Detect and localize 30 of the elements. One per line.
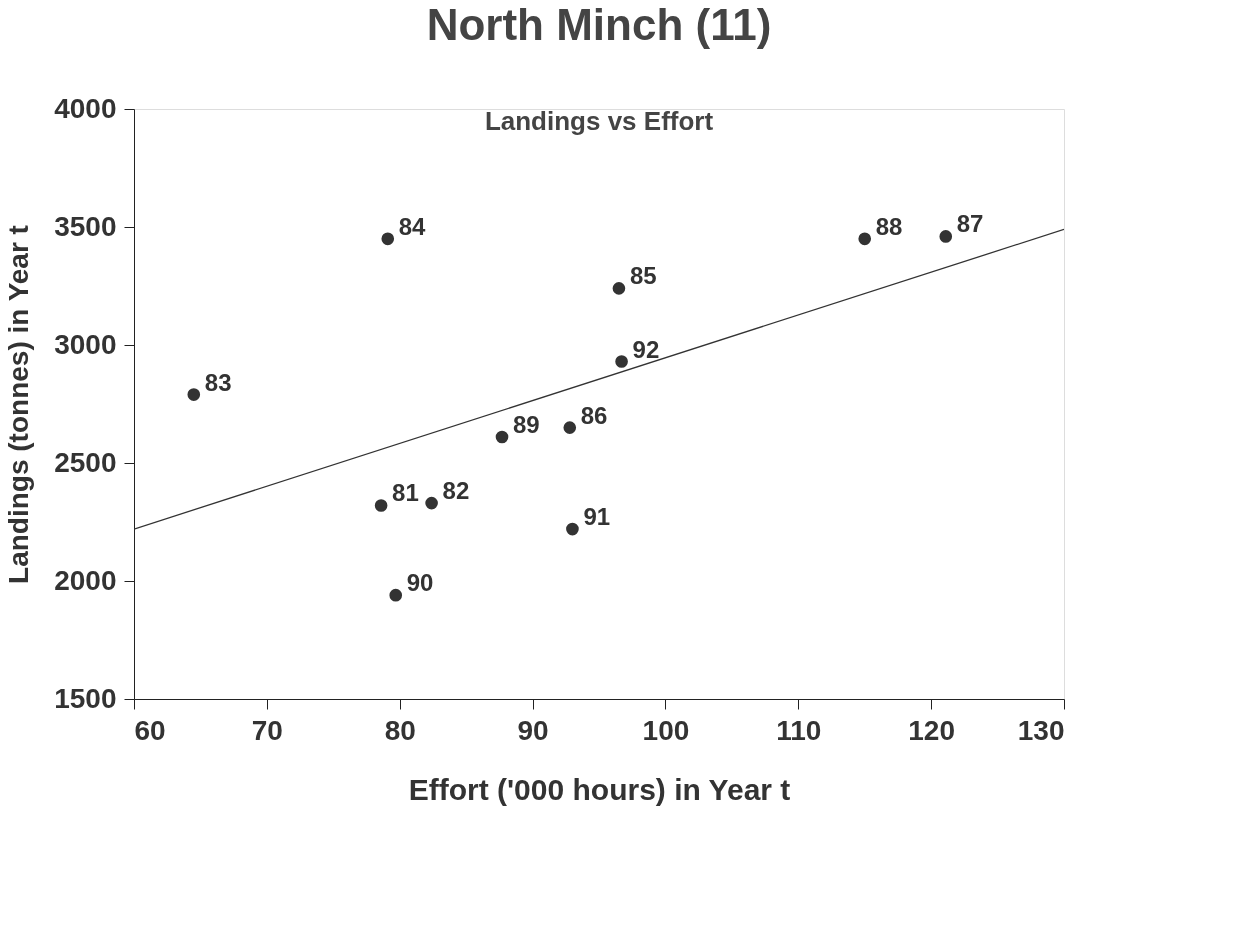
chart-title: North Minch (11)	[426, 0, 772, 49]
y-tick-label: 3500	[54, 210, 117, 242]
x-tick-label: 60	[134, 714, 166, 746]
y-tick-label: 3000	[54, 328, 117, 360]
x-tick-label: 80	[384, 714, 416, 746]
annotation: 83	[204, 368, 232, 396]
annotation: 88	[875, 212, 903, 240]
y-tick-label: 2500	[54, 446, 117, 478]
annotation: 84	[398, 212, 427, 240]
y-axis-title: Landings (tonnes) in Year t	[3, 225, 35, 584]
chart-subtitle: Landings vs Effort	[484, 106, 714, 136]
x-tick-label: 130	[1017, 714, 1065, 746]
annotation: 82	[442, 477, 470, 505]
y-tick-label: 4000	[54, 92, 117, 124]
annotation: 87	[956, 210, 984, 238]
x-tick-label: 70	[251, 714, 283, 746]
y-tick-label: 1500	[54, 682, 117, 714]
y-tick-label: 2000	[54, 564, 117, 596]
x-tick-label: 110	[776, 714, 822, 746]
annotation: 81	[392, 479, 419, 507]
annotation: 90	[406, 569, 434, 597]
annotation: 91	[583, 503, 611, 531]
x-tick-label: 100	[642, 714, 690, 746]
x-tick-label: 120	[908, 714, 955, 746]
annotation: 85	[629, 262, 657, 290]
annotation: 89	[513, 411, 540, 439]
annotation: 86	[580, 401, 608, 429]
x-tick-label: 90	[517, 714, 549, 746]
x-axis-title: Effort ('000 hours) in Year t	[408, 772, 791, 806]
annotation: 92	[632, 335, 660, 363]
